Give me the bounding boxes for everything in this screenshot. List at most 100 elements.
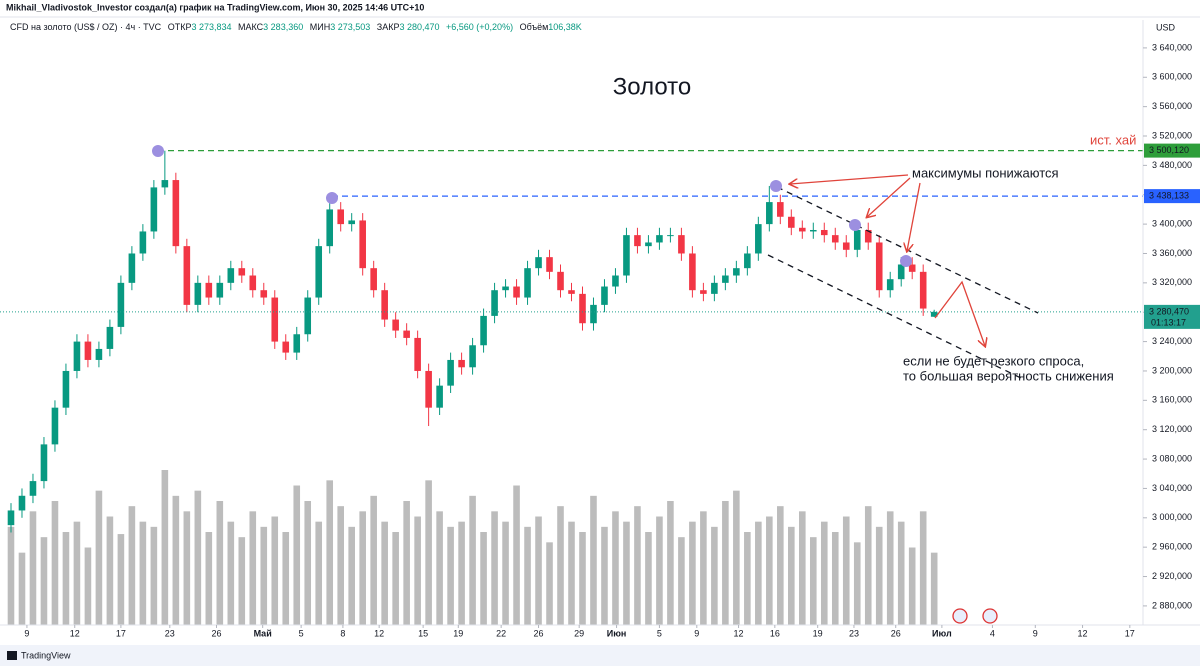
candle-body	[227, 268, 235, 283]
x-tick-label: 17	[116, 628, 126, 638]
candle-body	[128, 253, 136, 283]
volume-bar	[645, 532, 652, 625]
candle-body	[293, 334, 301, 353]
candle-body	[700, 290, 707, 294]
y-tick-label: 3 600,000	[1152, 72, 1192, 82]
currency: USD	[1156, 22, 1176, 32]
close-label: ЗАКР	[377, 22, 400, 32]
volume-label: Объём	[520, 22, 549, 32]
volume-bar	[667, 501, 674, 625]
overlay-layer	[0, 150, 1143, 313]
event-icon[interactable]	[982, 608, 998, 624]
level-label-box	[1144, 189, 1200, 204]
volume-bar	[205, 532, 213, 625]
x-tick-label: 26	[212, 628, 222, 638]
volume-bar	[875, 526, 883, 625]
volume-bar	[172, 495, 180, 625]
open-label: ОТКР	[168, 22, 192, 32]
volume-bar	[282, 532, 290, 625]
volume-bar	[359, 511, 366, 625]
x-tick-label: 29	[574, 628, 584, 638]
candle-body	[18, 495, 26, 511]
arrow	[934, 280, 985, 346]
candle-body	[403, 330, 410, 338]
candle-body	[51, 407, 59, 445]
volume-bar	[524, 526, 531, 625]
volume-bar	[491, 511, 498, 625]
candle-body	[820, 229, 828, 236]
candle-body	[84, 341, 92, 360]
volume-bar	[29, 511, 37, 625]
x-tick-label: 19	[813, 628, 823, 638]
volume-bar	[513, 485, 520, 625]
volume-bar	[546, 542, 553, 625]
y-tick-label: 2 960,000	[1152, 542, 1192, 552]
x-tick-label: Июл	[932, 628, 952, 638]
volume-bar	[40, 537, 48, 625]
y-tick-label: 2 880,000	[1152, 600, 1192, 610]
open-value: 3 273,834	[191, 22, 231, 32]
candle-body	[304, 297, 312, 335]
x-tick-label: 4	[990, 628, 995, 638]
change-value: +6,560 (+0,20%)	[446, 22, 513, 32]
candle-body	[919, 271, 927, 309]
volume-bar	[886, 511, 894, 625]
volume-bar	[425, 480, 432, 625]
candle-body	[458, 359, 465, 368]
candle-body	[436, 385, 443, 408]
y-tick-label: 3 640,000	[1152, 42, 1192, 52]
volume-bar	[447, 526, 454, 625]
x-tick-label: Май	[254, 628, 272, 638]
volume-bar	[469, 495, 476, 625]
volume-bar	[744, 532, 751, 625]
countdown: 01:13:17	[1151, 317, 1186, 327]
candle-body	[733, 268, 740, 276]
candle-body	[106, 326, 114, 349]
volume-bar	[7, 526, 15, 625]
volume-bar	[897, 521, 905, 625]
level-label: 3 500,120	[1149, 145, 1189, 155]
x-tick-label: 23	[849, 628, 859, 638]
y-tick-label: 2 920,000	[1152, 571, 1192, 581]
footer	[0, 645, 1200, 666]
x-tick-label: 16	[770, 628, 780, 638]
y-tick-label: 3 240,000	[1152, 336, 1192, 346]
volume-bar	[139, 521, 147, 625]
volume-bar	[480, 532, 487, 625]
candle-body	[842, 242, 850, 250]
x-tick-label: 5	[657, 628, 662, 638]
volume-bar	[864, 506, 872, 625]
volume-bar	[590, 495, 597, 625]
lower-highs-annotation: максимумы понижаются	[912, 165, 1059, 180]
y-tick-label: 3 120,000	[1152, 424, 1192, 434]
candle-body	[491, 290, 498, 316]
volume-bar	[128, 506, 136, 625]
volume-bar	[700, 511, 707, 625]
volume-bar	[777, 506, 784, 625]
volume-layer	[7, 470, 938, 625]
x-tick-label: 5	[299, 628, 304, 638]
candle-body	[766, 202, 773, 225]
y-tick-label: 3 200,000	[1152, 365, 1192, 375]
candle-body	[370, 268, 377, 291]
symbol: CFD на золото (US$ / OZ) · 4ч · TVC	[10, 22, 162, 32]
x-tick-label: 12	[70, 628, 80, 638]
y-tick-label: 3 400,000	[1152, 218, 1192, 228]
candle-body	[568, 290, 575, 294]
candle-body	[150, 187, 158, 232]
volume-value: 106,38K	[548, 22, 582, 32]
event-icon[interactable]	[952, 608, 968, 624]
y-tick-label: 3 560,000	[1152, 101, 1192, 111]
volume-bar	[568, 521, 575, 625]
candle-body	[930, 311, 938, 317]
note-line: то большая вероятность снижения	[903, 368, 1114, 383]
volume-bar	[84, 547, 92, 625]
close-value: 3 280,470	[399, 22, 439, 32]
volume-bar	[853, 542, 861, 625]
x-tick-label: 9	[1033, 628, 1038, 638]
volume-bar	[392, 532, 399, 625]
high-value: 3 283,360	[263, 22, 303, 32]
candle-body	[799, 227, 806, 232]
candle-body	[513, 286, 520, 298]
y-tick-label: 3 520,000	[1152, 130, 1192, 140]
